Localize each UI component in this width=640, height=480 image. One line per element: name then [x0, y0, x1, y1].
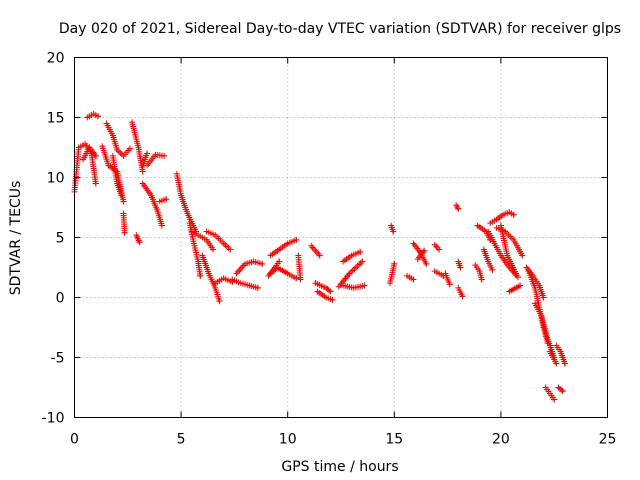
data-point-marker [512, 270, 519, 277]
data-point-marker [120, 198, 127, 205]
y-tick-label: -10 [42, 411, 65, 427]
data-point-marker [489, 266, 496, 273]
data-point-marker [359, 258, 366, 265]
data-point-marker [517, 282, 524, 289]
data-point-marker [143, 150, 150, 157]
x-tick-label: 15 [385, 432, 403, 448]
data-point-marker [514, 274, 521, 281]
data-point-marker [210, 246, 217, 253]
x-tick-label: 5 [177, 432, 186, 448]
data-point-marker [478, 276, 485, 283]
chart-title: Day 020 of 2021, Sidereal Day-to-day VTE… [59, 21, 621, 37]
data-point-marker [423, 260, 430, 267]
data-point-marker [139, 168, 146, 175]
data-point-marker [553, 360, 560, 367]
data-point-marker [327, 288, 334, 295]
data-point-marker [540, 294, 547, 301]
data-point-marker [561, 360, 568, 367]
y-tick-label: 0 [56, 291, 65, 307]
data-points [71, 110, 568, 403]
data-point-marker [92, 180, 99, 187]
data-point-marker [410, 276, 417, 283]
data-point-marker [276, 258, 283, 265]
y-tick-label: 5 [56, 231, 65, 247]
data-point-marker [158, 222, 165, 229]
data-point-marker [559, 388, 566, 395]
axis-ticks: 0 5 10 15 20 25 -10 -5 0 5 10 15 20 [42, 51, 617, 448]
data-point-marker [121, 229, 128, 236]
data-point-marker [558, 386, 565, 393]
data-point-marker [436, 246, 443, 253]
data-point-marker [357, 248, 364, 255]
data-point-marker [325, 287, 332, 294]
data-point-marker [457, 264, 464, 271]
data-point-marker [92, 152, 99, 159]
data-point-marker [293, 236, 300, 243]
data-point-marker [329, 296, 336, 303]
data-point-marker [259, 260, 266, 267]
x-tick-label: 20 [492, 432, 510, 448]
data-point-marker [510, 211, 517, 218]
y-tick-label: 20 [47, 51, 65, 67]
x-tick-label: 10 [279, 432, 297, 448]
data-point-marker [293, 275, 300, 282]
data-point-marker [297, 276, 304, 283]
data-point-marker [551, 396, 558, 403]
data-point-marker [391, 260, 398, 267]
data-point-marker [421, 247, 428, 254]
data-point-marker [254, 284, 261, 291]
data-point-marker [118, 192, 125, 199]
data-point-marker [390, 228, 397, 235]
data-point-marker [161, 152, 168, 159]
data-point-marker [361, 282, 368, 289]
data-point-marker [455, 205, 462, 212]
y-axis-label: SDTVAR / TECUs [8, 181, 24, 296]
data-point-marker [459, 293, 466, 300]
data-point-marker [519, 252, 526, 259]
y-tick-label: 10 [47, 171, 65, 187]
data-point-marker [227, 246, 234, 253]
data-point-marker [126, 145, 133, 152]
data-point-marker [216, 298, 223, 305]
data-point-marker [163, 196, 170, 203]
x-tick-label: 0 [70, 432, 79, 448]
data-point-marker [316, 252, 323, 259]
data-point-marker [446, 281, 453, 288]
y-tick-label: 15 [47, 111, 65, 127]
data-point-marker [197, 272, 204, 279]
data-point-marker [136, 239, 143, 246]
data-point-marker [94, 113, 101, 120]
x-tick-label: 25 [599, 432, 617, 448]
x-axis-label: GPS time / hours [281, 459, 398, 475]
grid-lines [74, 57, 608, 418]
y-tick-label: -5 [51, 351, 65, 367]
